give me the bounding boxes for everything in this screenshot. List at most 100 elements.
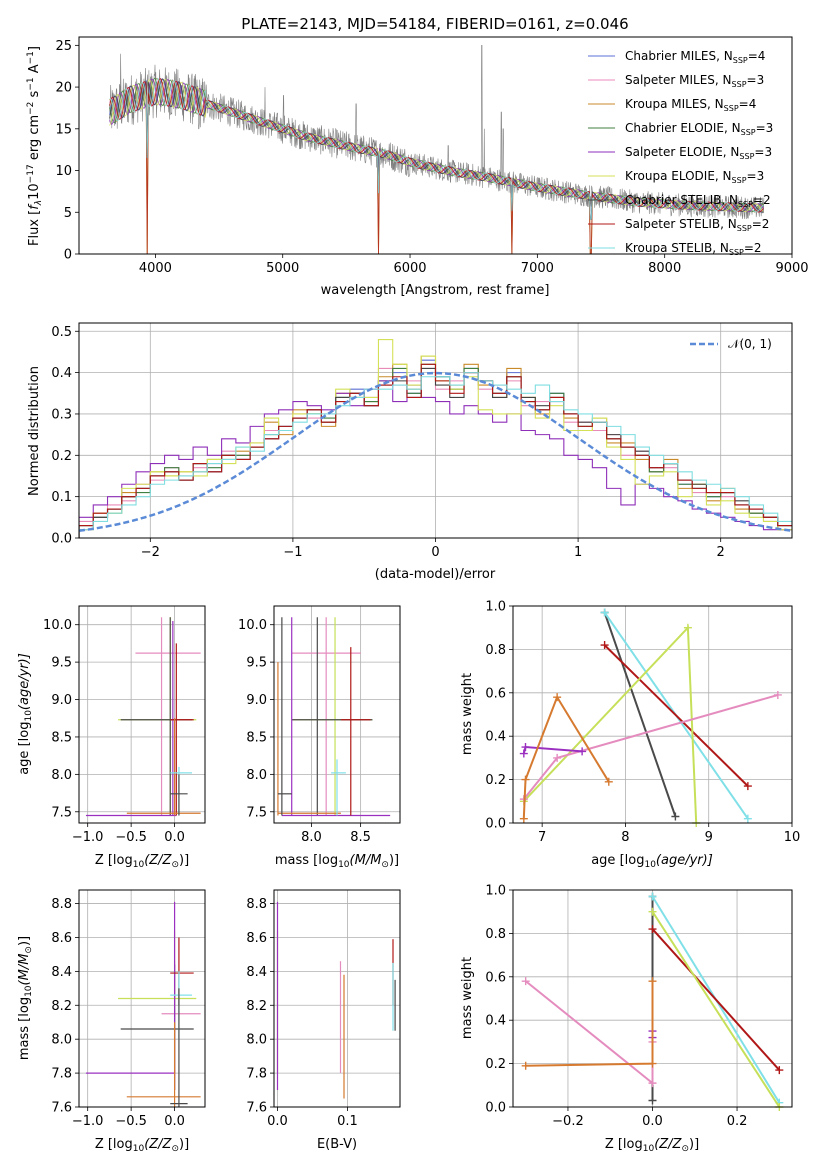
ageZ-xtick-label: −0.5: [115, 830, 147, 845]
ageM-ytick-label: 10.0: [238, 618, 267, 633]
mZ-ytick-label: 8.8: [51, 897, 72, 912]
ageM-ytick-label: 9.5: [246, 656, 267, 671]
wZ-line: [651, 911, 781, 1108]
wAge-line: [522, 694, 610, 819]
ylabel-e3: −1: [26, 51, 36, 64]
wAge-ytick-label: 1.0: [485, 600, 506, 615]
wZ-line: [525, 980, 654, 1086]
spec-ytick-label: 10: [55, 164, 72, 179]
ageM-ytick-label: 9.0: [246, 693, 267, 708]
wAge-line: [603, 612, 677, 817]
residual-ylabel: Normed distribution: [27, 366, 42, 496]
wAge-marker: [604, 777, 613, 786]
age-vs-z-xlabel: Z [log10(Z/Z⊙)]: [95, 853, 189, 870]
wZ-marker: [648, 907, 657, 916]
wAge-marker: [553, 693, 562, 702]
model-spectrum-7: [109, 78, 764, 254]
mZ-ytick-label: 7.6: [51, 1101, 72, 1116]
res-ytick-label: 0.4: [51, 366, 72, 381]
res-ytick-label: 0.5: [51, 325, 72, 340]
spec-ytick-label: 0: [64, 248, 72, 263]
wZ-marker: [648, 1096, 657, 1105]
wZ-ytick-label: 0.2: [485, 1057, 506, 1072]
model-spectrum-8: [109, 77, 764, 220]
mE-ytick-label: 7.8: [246, 1067, 267, 1082]
age-vs-z-panel: −1.0 −0.5 0.0 7.5 8.0 8.5 9.0 9.5 10.0 Z [log10(…: [17, 605, 206, 870]
gaussian-curve: [79, 371, 792, 533]
age-vs-mass-frame: [273, 605, 401, 824]
ylabel-unit: erg cm: [27, 115, 42, 164]
mass-vs-z-ylabel: mass [log10(M/M⊙)]: [17, 936, 34, 1060]
legend-entry: Kroupa MILES, NSSP=4: [625, 97, 756, 113]
ylabel-f: f: [27, 203, 42, 210]
spectrum-ylabel: Flux [fλ10−17 erg cm−2 s−1 A−1]: [26, 46, 44, 246]
age-vs-mass-panel: 8.0 8.5 7.5 8.0 8.5 9.0 9.5 10.0 mass [log10(M/…: [238, 605, 401, 870]
wZ-ytick-label: 0.8: [485, 927, 506, 942]
spectrum-legend: Chabrier MILES, NSSP=4 Salpeter MILES, NS…: [588, 49, 773, 257]
wAge-marker: [671, 812, 680, 821]
res-xtick-label: −1: [283, 545, 302, 560]
mZ-ytick-label: 8.0: [51, 1033, 72, 1048]
spec-xtick-label: 6000: [393, 261, 426, 276]
spec-xtick-label: 5000: [266, 261, 299, 276]
mass-vs-z-xlabel: Z [log10(Z/Z⊙)]: [95, 1137, 189, 1154]
ageZ-ytick-label: 10.0: [43, 618, 72, 633]
mass-vs-ebv-frame: [273, 889, 401, 1108]
res-ytick-label: 0.1: [51, 490, 72, 505]
wAge-line: [603, 644, 749, 787]
weight-vs-age-panel: 7 8 9 10 0.0 0.2 0.4 0.6 0.8 1.0 age [log10(age/y…: [460, 600, 800, 871]
wZ-ytick-label: 1.0: [485, 884, 506, 899]
wZ-ytick-label: 0.4: [485, 1014, 506, 1029]
legend-entry: Kroupa ELODIE, NSSP=3: [625, 169, 764, 185]
res-ytick-label: 0.3: [51, 407, 72, 422]
wAge-marker: [553, 753, 562, 762]
wZ-marker: [648, 1059, 657, 1068]
ylabel-exp: −17: [26, 164, 36, 183]
mZ-ytick-label: 8.4: [51, 965, 72, 980]
ylabel-A: A: [27, 64, 42, 77]
mass-vs-z-frame: [78, 889, 206, 1108]
wAge-ytick-label: 0.6: [485, 686, 506, 701]
age-vs-mass-xlabel: mass [log10(M/M⊙)]: [275, 853, 399, 870]
residual-hist-8: [79, 372, 792, 538]
spec-ytick-label: 20: [55, 81, 72, 96]
wAge-xtick-label: 7: [538, 830, 546, 845]
wZ-marker: [775, 1066, 784, 1075]
wZ-ytick-label: 0.0: [485, 1101, 506, 1116]
residual-hist-4: [79, 380, 792, 538]
wAge-ytick-label: 0.0: [485, 817, 506, 832]
wAge-xtick-label: 9: [705, 830, 713, 845]
mZ-xtick-label: −0.5: [115, 1114, 147, 1129]
ylabel-s: s: [27, 90, 42, 101]
ylabel-e1: −1: [26, 77, 36, 90]
ageM-ytick-label: 8.5: [246, 730, 267, 745]
res-ytick-label: 0.0: [51, 532, 72, 547]
wAge-marker: [683, 623, 692, 632]
ylabel-lambda: λ: [34, 200, 44, 206]
wZ-marker: [648, 1079, 657, 1088]
age-vs-z-frame: [78, 605, 206, 824]
gauss-legend-label: 𝒩(0, 1): [728, 337, 772, 351]
mZ-xtick-label: −1.0: [72, 1114, 104, 1129]
wAge-marker: [743, 782, 752, 791]
mE-xtick-label: 0.1: [337, 1114, 358, 1129]
legend-entry: Chabrier ELODIE, NSSP=3: [625, 121, 773, 137]
mE-ytick-label: 7.6: [246, 1101, 267, 1116]
legend-entry: Salpeter MILES, NSSP=3: [625, 73, 764, 89]
wAge-marker: [600, 608, 609, 617]
ageZ-ytick-label: 8.5: [51, 730, 72, 745]
wZ-ytick-label: 0.6: [485, 970, 506, 985]
spectrum-frame: [78, 36, 793, 255]
wAge-ytick-label: 0.4: [485, 730, 506, 745]
ageZ-xtick-label: −1.0: [72, 830, 104, 845]
wAge-marker: [521, 743, 530, 752]
wZ-xtick-label: 0.0: [642, 1114, 663, 1129]
mE-ytick-label: 8.2: [246, 999, 267, 1014]
ylabel-e2: −2: [26, 102, 36, 115]
mE-ytick-label: 8.6: [246, 931, 267, 946]
wZ-xtick-label: 0.2: [727, 1114, 748, 1129]
legend-entry: Salpeter ELODIE, NSSP=3: [625, 145, 772, 161]
weight-vs-z-panel: −0.2 0.0 0.2 0.0 0.2 0.4 0.6 0.8 1.0 Z [log10(Z/…: [460, 884, 793, 1154]
mE-ytick-label: 8.8: [246, 897, 267, 912]
ylabel-close: ]: [27, 46, 42, 51]
